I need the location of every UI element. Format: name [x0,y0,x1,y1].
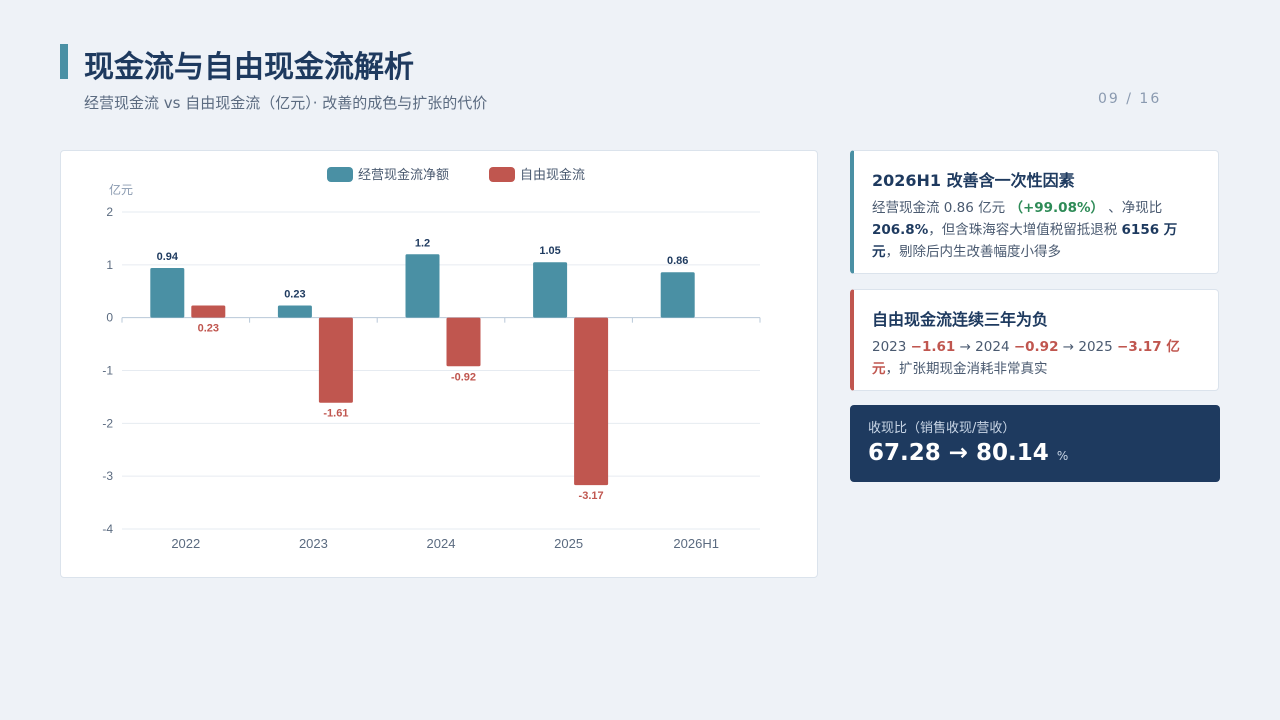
bar-operating-cf [660,272,695,318]
fcf-value: −0.92 [1013,339,1059,355]
insight-card-2026h1: 2026H1 改善含一次性因素 经营现金流 0.86 亿元 （+99.08%） … [850,150,1219,274]
x-tick-label: 2023 [299,536,328,551]
data-label: 0.23 [198,323,219,335]
card-text: ，扩张期现金消耗非常真实 [885,361,1048,377]
y-tick-label: -4 [102,522,113,536]
legend-label: 经营现金流净额 [358,167,449,183]
cash-ratio-label: 收现比（销售收现/营收） [868,421,1016,436]
cash-ratio-card: 收现比（销售收现/营收） 67.28 → 80.14 % [850,405,1220,482]
legend-label: 自由现金流 [520,167,585,183]
bar-free-cf [574,317,609,486]
growth-value: （+99.08%） [1009,200,1104,216]
bar-free-cf [446,317,481,367]
page-number: 09 / 16 [1098,91,1162,107]
card-text: → 2024 [959,339,1010,355]
data-label: -0.92 [451,371,476,383]
legend-swatch [489,167,515,182]
page-subtitle: 经营现金流 vs 自由现金流（亿元）· 改善的成色与扩张的代价 [84,94,488,112]
bar-free-cf [318,317,353,403]
tax-refund-value: 6156 万元 [872,222,1178,260]
x-tick-label: 2022 [171,536,200,551]
page-title: 现金流与自由现金流解析 [84,50,414,85]
card-title: 自由现金流连续三年为负 [872,310,1049,329]
data-label: 0.23 [284,289,305,301]
title-accent-bar [60,44,68,79]
x-tick-label: 2025 [554,536,583,551]
card-body: 2023 −1.61 → 2024 −0.92 → 2025 −3.17 亿元，… [872,336,1202,380]
cashflow-bar-chart: 2 1 0 -1 -2 -3 -4 亿元 2022 2023 2024 2025 2026H1 0.94 0… [102,167,761,551]
y-tick-label: 0 [106,311,113,325]
bar-free-cf [191,305,226,318]
card-text: 2023 [872,339,907,355]
card-text: ，剔除后内生改善幅度小得多 [885,244,1062,260]
y-tick-label: -3 [102,469,113,483]
card-text: ，但含珠海容大增值税留抵退税 [928,222,1118,238]
cash-ratio-number: 67.28 → 80.14 [868,440,1049,466]
cash-ratio-unit: % [1056,449,1069,463]
x-tick-label: 2026H1 [673,536,719,551]
card-title: 2026H1 改善含一次性因素 [872,171,1075,190]
y-tick-label: -2 [102,416,113,430]
ratio-value: 206.8% [872,222,929,238]
data-label: -3.17 [579,490,604,502]
fcf-value: −1.61 [910,339,956,355]
data-label: 0.94 [157,251,179,263]
y-tick-label: 1 [106,258,113,272]
card-text: 、净现比 [1108,200,1163,216]
data-label: -1.61 [323,408,348,420]
chart-card: 2 1 0 -1 -2 -3 -4 亿元 2022 2023 2024 2025 2026H1 0.94 0… [60,150,818,578]
card-text: 经营现金流 0.86 亿元 [872,200,1006,216]
cash-ratio-value: 67.28 → 80.14 % [868,440,1202,466]
card-body: 经营现金流 0.86 亿元 （+99.08%） 、净现比 206.8%，但含珠海… [872,197,1202,263]
bar-operating-cf [150,268,185,318]
legend-swatch [327,167,353,182]
data-label: 1.05 [539,245,560,257]
y-tick-label: -1 [102,364,113,378]
bar-operating-cf [405,254,440,318]
fcf-value: −3.17 亿元 [872,339,1180,377]
y-axis-label: 亿元 [109,182,133,197]
y-tick-label: 2 [106,205,113,219]
x-tick-label: 2024 [427,536,456,551]
bar-operating-cf [277,305,312,318]
insight-card-fcf: 自由现金流连续三年为负 2023 −1.61 → 2024 −0.92 → 20… [850,289,1219,391]
bar-operating-cf [533,262,568,318]
card-text: → 2025 [1062,339,1113,355]
data-label: 0.86 [667,255,688,267]
data-label: 1.2 [415,237,430,249]
